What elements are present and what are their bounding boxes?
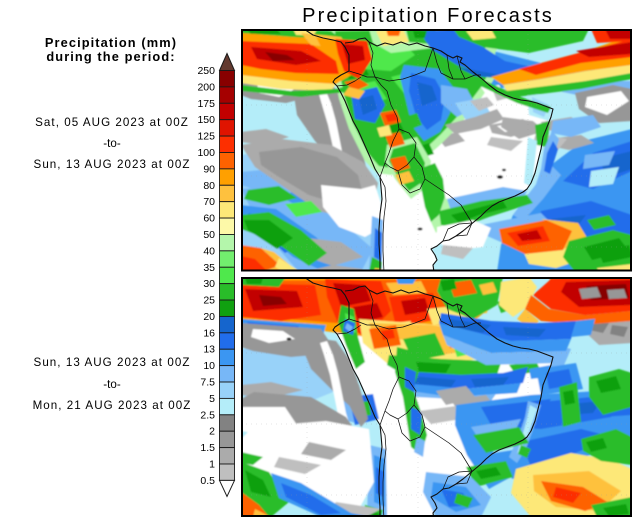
- svg-text:150: 150: [197, 114, 215, 126]
- svg-text:2.5: 2.5: [200, 409, 215, 421]
- svg-text:Sun, 13 AUG 2023 at 00Z: Sun, 13 AUG 2023 at 00Z: [34, 158, 191, 171]
- svg-text:Sun, 13 AUG 2023 at 00Z: Sun, 13 AUG 2023 at 00Z: [34, 356, 191, 369]
- svg-text:-to-: -to-: [103, 378, 121, 391]
- svg-text:0.5: 0.5: [200, 475, 215, 487]
- svg-text:2: 2: [209, 426, 215, 438]
- svg-text:7.5: 7.5: [200, 377, 215, 389]
- svg-text:60: 60: [203, 213, 215, 225]
- svg-text:25: 25: [203, 295, 215, 307]
- svg-text:200: 200: [197, 81, 215, 93]
- svg-text:40: 40: [203, 245, 215, 257]
- svg-text:35: 35: [203, 262, 215, 274]
- svg-text:13: 13: [203, 344, 215, 356]
- svg-text:70: 70: [203, 196, 215, 208]
- svg-text:Precipitation Forecasts: Precipitation Forecasts: [302, 5, 554, 27]
- svg-text:50: 50: [203, 229, 215, 241]
- svg-text:175: 175: [197, 98, 215, 110]
- svg-text:10: 10: [203, 360, 215, 372]
- svg-text:250: 250: [197, 65, 215, 77]
- svg-text:80: 80: [203, 180, 215, 192]
- svg-text:Precipitation (mm): Precipitation (mm): [45, 35, 177, 50]
- svg-text:Sat, 05 AUG 2023 at 00Z: Sat, 05 AUG 2023 at 00Z: [35, 116, 189, 129]
- svg-text:125: 125: [197, 131, 215, 143]
- svg-text:5: 5: [209, 393, 215, 405]
- svg-text:100: 100: [197, 147, 215, 159]
- svg-text:30: 30: [203, 278, 215, 290]
- svg-text:during the period:: during the period:: [46, 49, 175, 64]
- svg-text:1.5: 1.5: [200, 442, 215, 454]
- svg-text:16: 16: [203, 327, 215, 339]
- svg-text:90: 90: [203, 163, 215, 175]
- svg-text:20: 20: [203, 311, 215, 323]
- svg-text:1: 1: [209, 459, 215, 471]
- svg-text:Mon, 21 AUG 2023 at 00Z: Mon, 21 AUG 2023 at 00Z: [33, 399, 192, 412]
- svg-text:-to-: -to-: [103, 137, 121, 150]
